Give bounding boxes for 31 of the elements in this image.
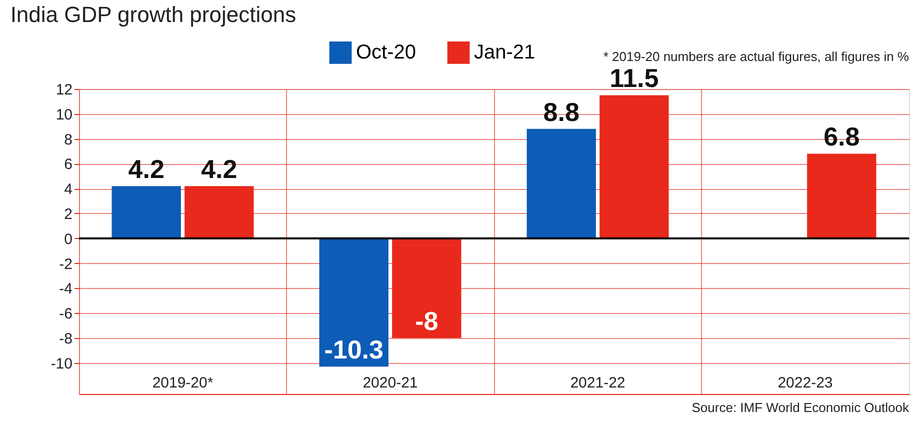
x-tick-label: 2021-22 — [570, 374, 626, 392]
y-tick-label: -10 — [50, 355, 72, 372]
data-label: -10.3 — [324, 334, 384, 365]
bar — [112, 186, 181, 238]
text: * 2019-20 numbers are actual figures, all figures in % — [603, 49, 910, 64]
legend-label: Oct-20 — [356, 42, 416, 64]
legend-label: Jan-21 — [474, 42, 536, 64]
x-tick-label: 2019-20* — [152, 374, 214, 392]
y-tick-label: 6 — [64, 156, 72, 174]
y-tick-label: 2 — [64, 206, 72, 223]
y-tick-label: 12 — [56, 82, 72, 98]
y-tick-label: -4 — [59, 280, 72, 298]
y-tick-label: -6 — [59, 306, 72, 323]
chart-title: India GDP growth projections — [10, 2, 296, 27]
bar — [807, 154, 876, 238]
y-tick-label: 4 — [64, 181, 72, 198]
bar — [600, 95, 669, 238]
source-note: Source: IMF World Economic Outlook — [692, 400, 910, 415]
y-tick-label: -8 — [59, 330, 72, 348]
bar — [526, 128, 596, 238]
y-tick-label: -2 — [59, 256, 72, 273]
data-label: 11.5 — [610, 63, 659, 94]
y-tick-label: 10 — [56, 106, 72, 124]
y-tick-label: 8 — [64, 131, 72, 148]
bar — [184, 186, 254, 238]
data-label: -8 — [415, 306, 438, 336]
y-tick-label: 0 — [64, 230, 72, 248]
x-tick-label: 2022-23 — [778, 374, 833, 392]
bar — [392, 238, 462, 338]
bar — [319, 238, 388, 367]
x-tick-label: 2020-21 — [362, 374, 418, 392]
